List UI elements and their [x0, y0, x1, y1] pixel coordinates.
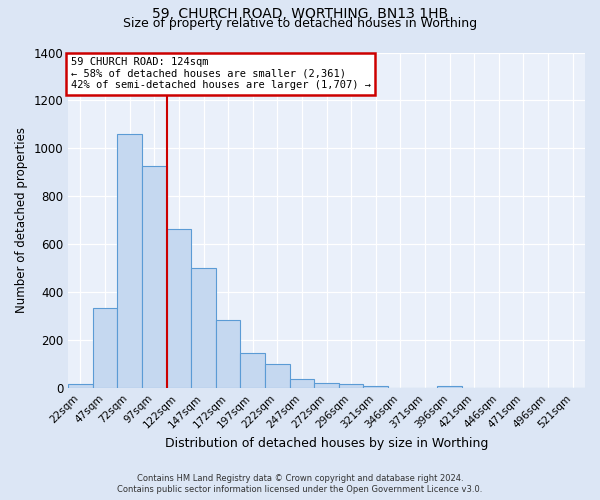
Bar [93, 308, 118, 388]
Bar [167, 229, 191, 388]
Text: Size of property relative to detached houses in Worthing: Size of property relative to detached ho… [123, 18, 477, 30]
Y-axis label: Number of detached properties: Number of detached properties [15, 128, 28, 314]
Text: 59 CHURCH ROAD: 124sqm
← 58% of detached houses are smaller (2,361)
42% of semi-: 59 CHURCH ROAD: 124sqm ← 58% of detached… [71, 58, 371, 90]
Bar [241, 353, 265, 388]
Bar [364, 386, 388, 388]
X-axis label: Distribution of detached houses by size in Worthing: Distribution of detached houses by size … [165, 437, 488, 450]
Bar [191, 268, 216, 388]
Bar [290, 378, 314, 388]
Text: 59, CHURCH ROAD, WORTHING, BN13 1HB: 59, CHURCH ROAD, WORTHING, BN13 1HB [152, 6, 448, 20]
Bar [265, 364, 290, 388]
Bar [216, 320, 241, 388]
Bar [118, 134, 142, 388]
Text: Contains HM Land Registry data © Crown copyright and database right 2024.: Contains HM Land Registry data © Crown c… [137, 474, 463, 483]
Bar [437, 386, 462, 388]
Text: Contains public sector information licensed under the Open Government Licence v3: Contains public sector information licen… [118, 486, 482, 494]
Bar [339, 384, 364, 388]
Bar [142, 166, 167, 388]
Bar [314, 383, 339, 388]
Bar [68, 384, 93, 388]
